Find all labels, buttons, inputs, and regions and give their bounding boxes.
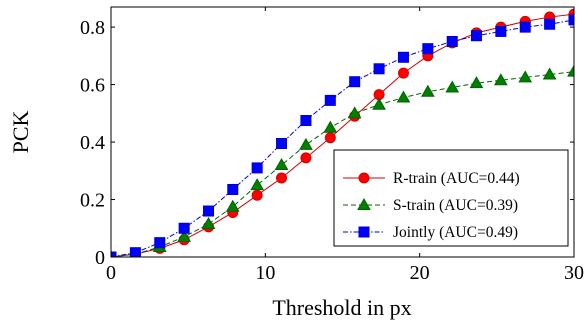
y-axis-label: PCK xyxy=(8,110,33,153)
series-3-point xyxy=(111,251,117,257)
series-2-point xyxy=(445,80,460,93)
series-2-point xyxy=(250,178,265,191)
legend-box xyxy=(333,149,569,247)
series-1-point xyxy=(324,132,336,144)
series-3-point xyxy=(178,222,190,234)
series-3-point xyxy=(154,237,166,249)
legend-label: Jointly (AUC=0.49) xyxy=(393,224,518,241)
series-1-point xyxy=(276,172,288,184)
y-tick-label: 0.8 xyxy=(80,17,105,39)
series-3-point xyxy=(544,18,556,30)
x-tick-label: 10 xyxy=(255,262,275,284)
series-2-point xyxy=(372,97,386,110)
series-2-point xyxy=(493,73,508,86)
series-2-point xyxy=(274,158,289,171)
series-2-point xyxy=(177,229,192,242)
legend-entry-1: R-train (AUC=0.44) xyxy=(343,170,520,187)
legend-entry-2: S-train (AUC=0.39) xyxy=(343,197,518,214)
series-2-point xyxy=(299,137,313,150)
series-3-point xyxy=(470,30,482,42)
y-tick-label: 0 xyxy=(95,247,105,269)
series-2-point xyxy=(396,90,411,103)
y-tick-label: 0.2 xyxy=(80,190,105,212)
series-3-point xyxy=(373,63,385,75)
series-3-point xyxy=(300,115,312,127)
series-3-point xyxy=(349,76,361,88)
series-2-point xyxy=(420,84,435,97)
axis-ticks: 0 10 20 30 0 0.2 0.4 0.6 0.8 xyxy=(80,7,584,284)
legend-label: S-train (AUC=0.39) xyxy=(393,197,518,214)
series-3-point xyxy=(397,51,409,63)
series-3-point xyxy=(446,35,458,47)
series-3-point xyxy=(276,137,288,149)
legend-marker xyxy=(357,197,371,210)
legend-marker xyxy=(358,172,370,184)
x-tick-label: 0 xyxy=(106,262,116,284)
series-2-point xyxy=(323,120,338,133)
series-3 xyxy=(111,14,574,257)
series-3-point xyxy=(568,14,574,26)
series-2-point xyxy=(201,216,216,229)
series-2-point xyxy=(542,67,557,80)
series-3-point xyxy=(251,162,263,174)
y-tick-label: 0.6 xyxy=(80,75,105,97)
series-layer xyxy=(111,8,574,257)
series-3-point xyxy=(227,183,239,195)
series-3-point xyxy=(203,205,215,217)
series-1-point xyxy=(397,67,409,79)
x-axis-label: Threshold in px xyxy=(272,295,411,320)
series-2-point xyxy=(518,70,533,83)
legend-entry-3: Jointly (AUC=0.49) xyxy=(343,224,518,241)
legend-marker xyxy=(358,226,370,238)
series-3-point xyxy=(422,43,434,55)
series-2-point xyxy=(225,199,240,212)
x-tick-label: 30 xyxy=(564,262,584,284)
legend-label: R-train (AUC=0.44) xyxy=(393,170,520,187)
series-1-point xyxy=(251,189,263,201)
series-3-point xyxy=(495,25,507,37)
x-tick-label: 20 xyxy=(410,262,430,284)
series-3-point xyxy=(519,21,531,33)
series-1-point xyxy=(300,152,312,164)
series-3-point xyxy=(324,94,336,106)
series-2-point xyxy=(469,76,484,89)
series-2-point xyxy=(567,64,574,77)
series-3-point xyxy=(129,247,141,257)
y-tick-label: 0.4 xyxy=(80,132,105,154)
series-2-point xyxy=(347,106,362,119)
legend: R-train (AUC=0.44) S-train (AUC=0.39) Join… xyxy=(333,149,569,247)
plot-frame xyxy=(110,6,575,258)
